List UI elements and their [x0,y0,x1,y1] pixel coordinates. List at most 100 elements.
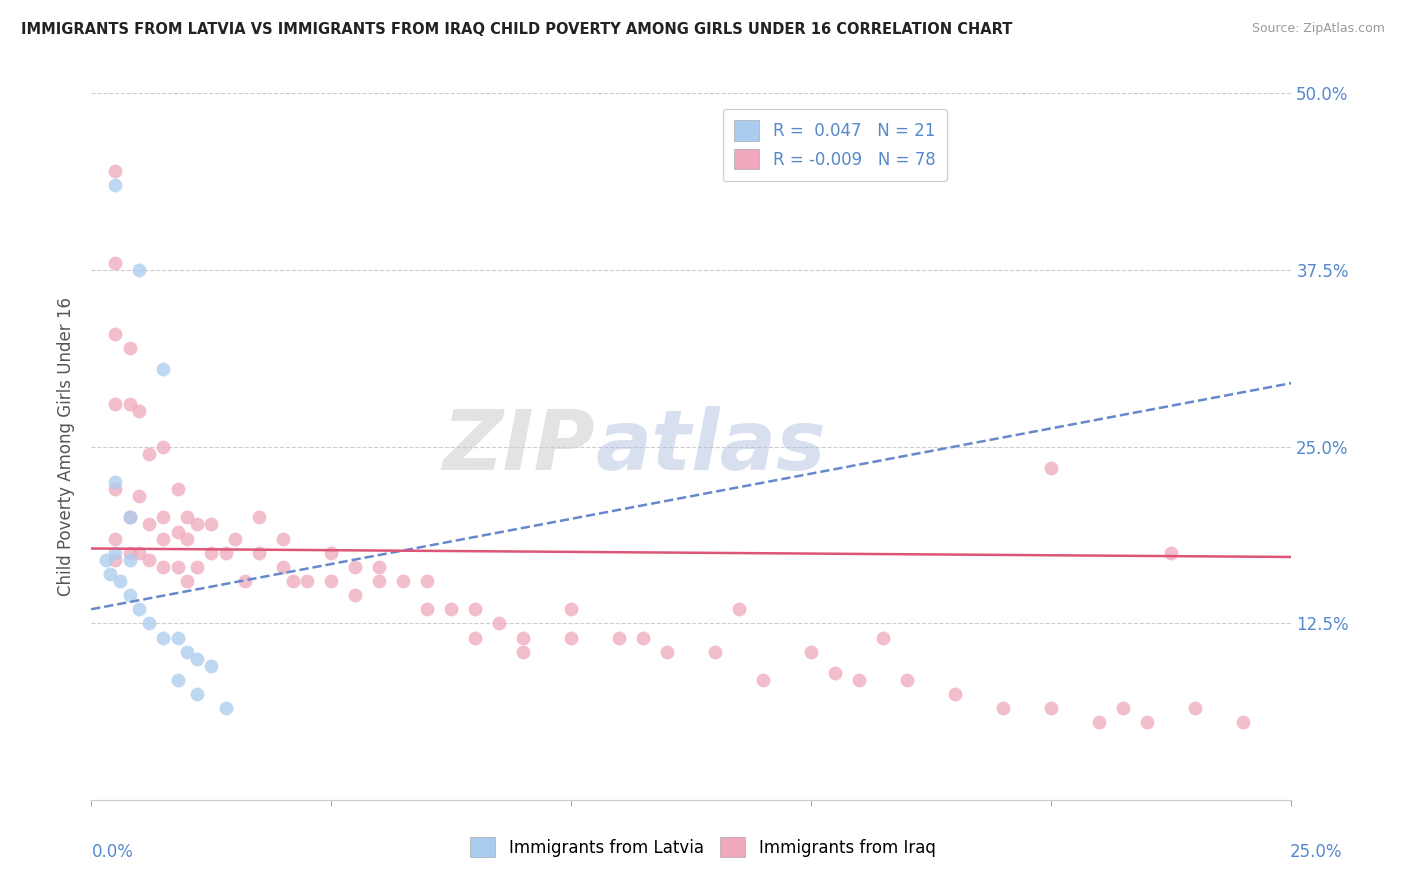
Point [128,404,150,418]
Point [657,645,679,659]
Text: IMMIGRANTS FROM LATVIA VS IMMIGRANTS FROM IRAQ CHILD POVERTY AMONG GIRLS UNDER 1: IMMIGRANTS FROM LATVIA VS IMMIGRANTS FRO… [21,22,1012,37]
Point [271,559,294,574]
Point [104,475,127,489]
Point [1040,701,1063,715]
Point [104,326,127,341]
Point [824,665,846,680]
Point [368,559,391,574]
Point [1184,701,1206,715]
Point [416,574,439,588]
Point [848,673,870,687]
Point [118,510,141,524]
Point [128,489,150,503]
Point [166,673,188,687]
Point [1136,715,1159,730]
Point [176,645,198,659]
Point [321,574,343,588]
Point [128,546,150,560]
Point [631,631,654,645]
Point [344,588,367,602]
Point [993,701,1015,715]
Point [281,574,304,588]
Point [1160,546,1182,560]
Point [186,517,208,532]
Point [118,588,141,602]
Point [104,532,127,546]
Point [118,341,141,355]
Point [800,645,823,659]
Point [295,574,318,588]
Point [416,602,439,616]
Point [166,524,188,539]
Point [152,510,174,524]
Point [138,553,160,567]
Point [1088,715,1111,730]
Point [224,532,246,546]
Point [464,631,486,645]
Point [943,687,966,701]
Point [1232,715,1254,730]
Point [152,440,174,454]
Point [440,602,463,616]
Point [200,658,222,673]
Point [176,532,198,546]
Point [108,574,131,588]
Point [118,553,141,567]
Point [104,164,127,178]
Y-axis label: Child Poverty Among Girls Under 16: Child Poverty Among Girls Under 16 [58,297,75,596]
Point [152,532,174,546]
Point [344,559,367,574]
Legend: Immigrants from Latvia, Immigrants from Iraq: Immigrants from Latvia, Immigrants from … [464,830,942,864]
Legend: R =  0.047   N = 21, R = -0.009   N = 78: R = 0.047 N = 21, R = -0.009 N = 78 [723,109,948,181]
Point [128,602,150,616]
Point [118,546,141,560]
Point [392,574,415,588]
Point [321,546,343,560]
Point [176,510,198,524]
Point [728,602,751,616]
Point [247,510,270,524]
Point [200,517,222,532]
Point [1040,461,1063,475]
Text: 25.0%: 25.0% [1291,843,1343,861]
Point [138,517,160,532]
Point [560,631,582,645]
Point [166,482,188,496]
Point [560,602,582,616]
Text: Source: ZipAtlas.com: Source: ZipAtlas.com [1251,22,1385,36]
Point [233,574,256,588]
Text: 0.0%: 0.0% [91,843,134,861]
Point [152,631,174,645]
Point [512,631,534,645]
Point [214,546,236,560]
Point [166,559,188,574]
Point [98,566,121,581]
Point [128,263,150,277]
Point [104,482,127,496]
Point [104,178,127,193]
Point [214,701,236,715]
Point [186,651,208,665]
Point [152,362,174,376]
Point [166,631,188,645]
Point [752,673,775,687]
Point [152,559,174,574]
Point [138,447,160,461]
Point [176,574,198,588]
Point [247,546,270,560]
Point [104,397,127,411]
Point [1112,701,1135,715]
Point [118,397,141,411]
Point [104,553,127,567]
Text: ZIP: ZIP [443,406,595,487]
Point [607,631,630,645]
Text: atlas: atlas [595,406,825,487]
Point [104,546,127,560]
Point [186,559,208,574]
Point [200,546,222,560]
Point [94,553,117,567]
Point [512,645,534,659]
Point [704,645,727,659]
Point [872,631,894,645]
Point [271,532,294,546]
